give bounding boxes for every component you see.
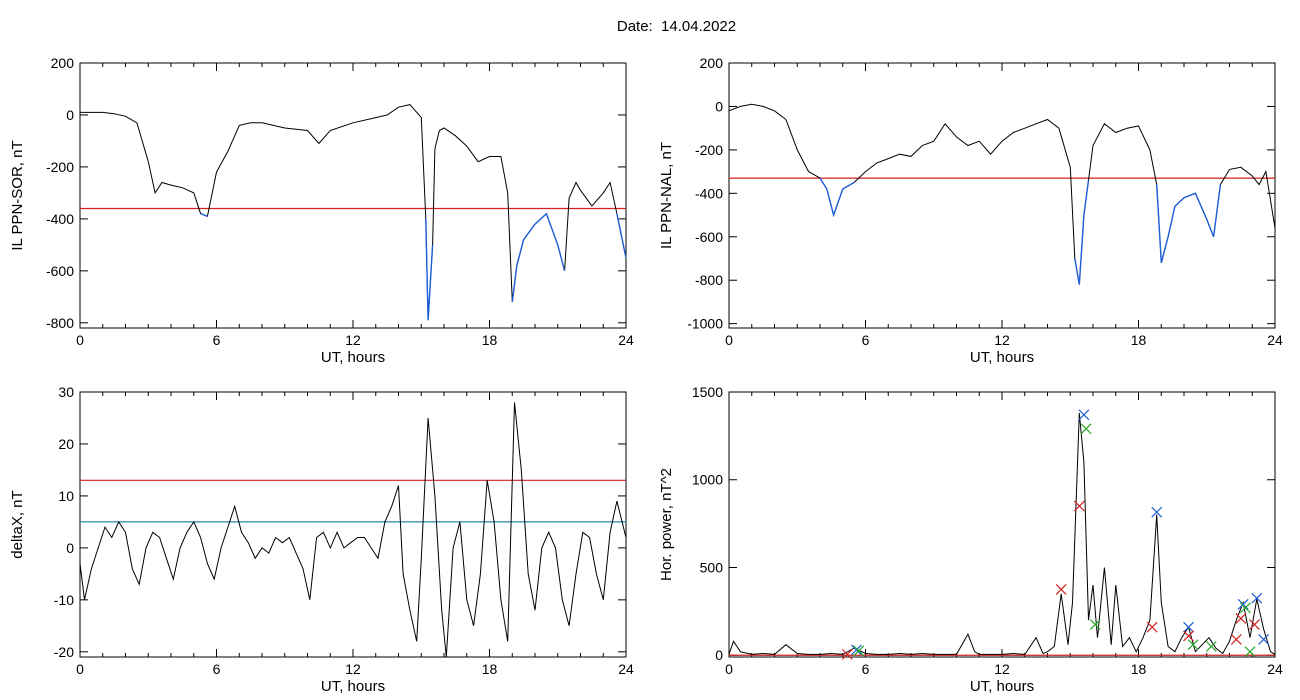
panel2-ytick-label-5: -800: [695, 272, 723, 288]
panel4-series-line: [728, 413, 1276, 655]
panel4-marker-blue-6: [850, 644, 862, 656]
panel1-ytick-label-0: 200: [51, 55, 75, 71]
panel2-xtick-label-1: 6: [862, 332, 870, 348]
panel2-ytick-label-2: -200: [695, 142, 723, 158]
panel1-below-threshold-segment: [200, 213, 208, 217]
panel4-ytick-label-1: 1000: [692, 472, 723, 488]
panel4-marker-green-2: [853, 645, 865, 657]
panel4-marker-blue-0: [1078, 409, 1090, 421]
panel4-marker-blue-3: [1237, 598, 1249, 610]
panel3-xtick-label-4: 24: [618, 661, 634, 677]
panel1-xtick-label-2: 12: [345, 332, 361, 348]
panel4-marker-green-6: [1244, 646, 1256, 658]
panel4-marker-blue-5: [1258, 634, 1270, 645]
panel4-marker-green-1: [1089, 619, 1101, 630]
panel2-ytick-label-0: 200: [700, 55, 724, 71]
panel1-frame: [79, 62, 627, 329]
panel4-ytick-label-2: 500: [700, 559, 724, 575]
panel3-xtick-label-1: 6: [213, 661, 221, 677]
panel3-ytick-label-5: -20: [54, 644, 74, 660]
panel3-ytick-label-4: -10: [54, 592, 74, 608]
panel3-series-line: [79, 402, 627, 658]
panel3-ytick-label-2: 10: [58, 488, 74, 504]
panel3-xtick-label-3: 18: [482, 661, 498, 677]
panel4-xtick-label-1: 6: [862, 661, 870, 677]
panel3-ytick-label-1: 20: [58, 436, 74, 452]
panel4-xtick-label-4: 24: [1267, 661, 1283, 677]
panel1-ytick-label-3: -400: [46, 211, 74, 227]
panel4-ylabel: Hor. power, nT^2: [658, 468, 675, 581]
panel4-ytick-label-3: 0: [715, 647, 723, 663]
figure-title: Date: 14.04.2022: [616, 18, 737, 35]
panel4-xlabel: UT, hours: [970, 678, 1034, 695]
panel4-marker-red-1: [1073, 500, 1085, 512]
panel2-xtick-label-0: 0: [725, 332, 733, 348]
panel4-marker-red-7: [841, 648, 853, 660]
panel1-ytick-label-1: 0: [66, 107, 74, 123]
panel1-series-line: [80, 104, 627, 321]
panel1-ylabel: IL PPN-SOR, nT: [9, 140, 26, 250]
panel3-xlabel: UT, hours: [321, 678, 385, 695]
panel3-xtick-label-0: 0: [76, 661, 84, 677]
panel1-below-threshold-segment: [616, 213, 627, 259]
panel1-below-threshold-segment: [511, 212, 566, 303]
panel2-xtick-label-4: 24: [1267, 332, 1283, 348]
panel2-ytick-label-6: -1000: [687, 316, 723, 332]
panel4-marker-red-4: [1230, 634, 1242, 645]
panel4-frame: [728, 391, 1276, 658]
panel1-ytick-label-5: -800: [46, 315, 74, 331]
panel2-ylabel: IL PPN-NAL, nT: [658, 142, 675, 249]
panel4-marker-red-3: [1183, 630, 1194, 642]
panel2-xtick-label-2: 12: [994, 332, 1010, 348]
panel3-ytick-label-3: 0: [66, 540, 74, 556]
panel1-ytick-label-2: -200: [46, 159, 74, 175]
panel4-marker-blue-1: [1151, 506, 1163, 518]
panel4-marker-green-5: [1240, 602, 1251, 614]
panel2-below-threshold-segment: [819, 177, 855, 218]
panel1-xtick-label-3: 18: [482, 332, 498, 348]
panel4-marker-green-0: [1080, 423, 1092, 435]
panel4-marker-green-3: [1187, 639, 1199, 651]
panel1-below-threshold-segment: [425, 218, 434, 321]
panel3-frame: [79, 391, 627, 658]
panel2-below-threshold-segment: [1074, 180, 1090, 285]
panel4-marker-red-0: [1055, 584, 1067, 595]
panel1-xlabel: UT, hours: [321, 349, 385, 366]
panel2-frame: [728, 62, 1276, 329]
panel1-xtick-label-0: 0: [76, 332, 84, 348]
panel2-ytick-label-3: -400: [695, 185, 723, 201]
panel4-xtick-label-0: 0: [725, 661, 733, 677]
panel3-ylabel: deltaX, nT: [9, 490, 26, 558]
panel4-marker-green-4: [1205, 641, 1217, 652]
panel2-ytick-label-1: 0: [715, 98, 723, 114]
panel4-marker-red-5: [1235, 612, 1247, 624]
panel4-ytick-label-0: 1500: [692, 384, 723, 400]
panel4-marker-red-6: [1249, 619, 1260, 630]
panel1-xtick-label-4: 24: [618, 332, 634, 348]
panel2-xlabel: UT, hours: [970, 349, 1034, 366]
panel2-below-threshold-segment: [1156, 184, 1222, 263]
panel2-ytick-label-4: -600: [695, 229, 723, 245]
panel1-ytick-label-4: -600: [46, 263, 74, 279]
panel4-marker-blue-4: [1251, 592, 1263, 604]
panel4-xtick-label-2: 12: [994, 661, 1010, 677]
panel3-ytick-label-0: 30: [58, 384, 74, 400]
panel4-marker-red-2: [1146, 621, 1158, 633]
panel1-xtick-label-1: 6: [213, 332, 221, 348]
panel4-xtick-label-3: 18: [1131, 661, 1147, 677]
panel4-marker-blue-2: [1183, 621, 1194, 633]
panel2-xtick-label-3: 18: [1131, 332, 1147, 348]
panel3-xtick-label-2: 12: [345, 661, 361, 677]
